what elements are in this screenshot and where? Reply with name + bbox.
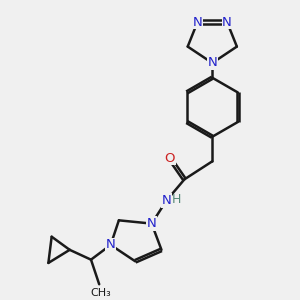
Text: CH₃: CH₃ bbox=[91, 287, 111, 298]
Text: N: N bbox=[222, 16, 232, 28]
Text: N: N bbox=[207, 56, 217, 70]
Text: H: H bbox=[172, 193, 182, 206]
Text: N: N bbox=[147, 217, 157, 230]
Text: N: N bbox=[106, 238, 116, 251]
Text: O: O bbox=[164, 152, 175, 164]
Text: N: N bbox=[161, 194, 171, 207]
Text: N: N bbox=[193, 16, 202, 28]
